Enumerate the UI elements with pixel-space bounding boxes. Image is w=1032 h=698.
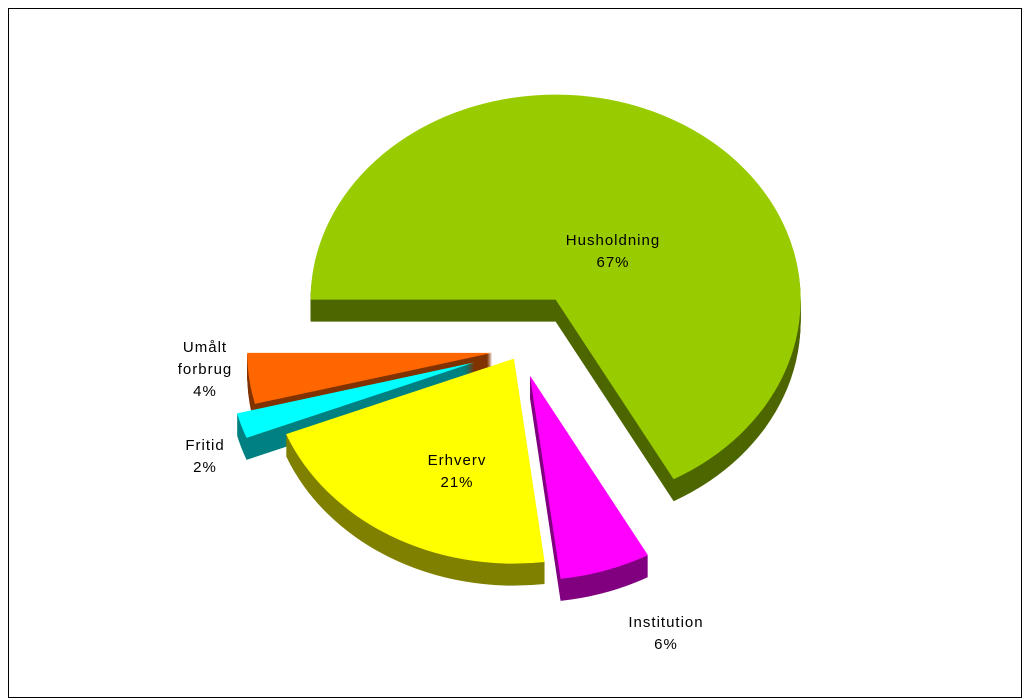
slice-label: Erhverv 21% [428,450,487,494]
category-label: Fritid [185,437,225,454]
pie-slice [529,375,648,601]
value-label: 2% [193,459,217,476]
slice-top [529,375,648,579]
value-label: 6% [654,636,678,653]
category-label: Institution [628,614,704,631]
value-label: 67% [596,254,630,271]
slice-label: Umålt forbrug 4% [170,337,240,403]
pie-slice [310,94,801,502]
category-label: Umålt forbrug [177,339,233,378]
category-label: Erhverv [427,452,487,469]
page: (() => { const data = JSON.parse(documen… [8,8,1022,698]
slice-top [310,94,801,480]
chart [237,94,801,601]
slice-label: Institution 6% [628,612,703,656]
slice-top [286,358,545,564]
slice-label: Fritid 2% [185,435,224,479]
value-label: 4% [193,383,217,400]
category-label: Husholdning [565,232,661,249]
slice-top [237,362,475,438]
value-label: 21% [440,474,474,491]
slice-top [247,352,493,404]
slice-label: Husholdning 67% [566,230,660,274]
pie-slice [286,358,545,586]
